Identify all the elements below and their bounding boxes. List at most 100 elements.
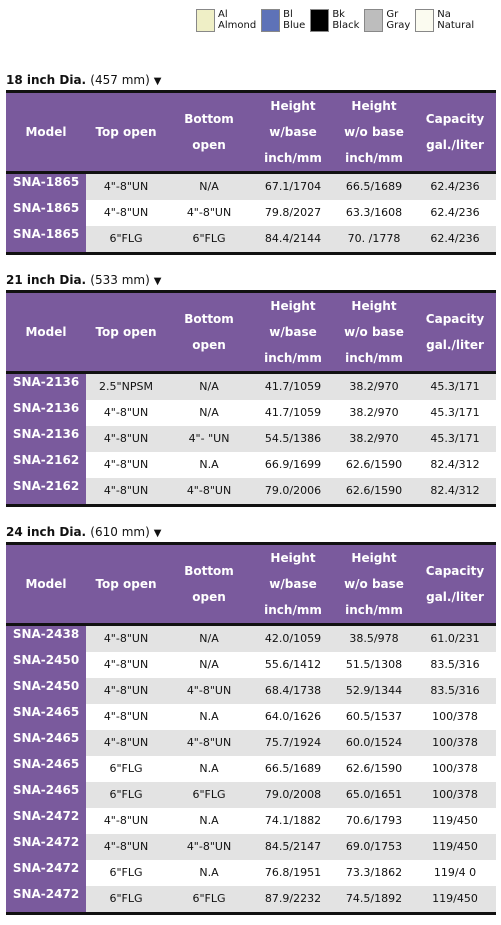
cell-capacity: 100/378 <box>432 762 478 775</box>
cell-model: SNA-2465 <box>6 756 86 782</box>
cell-bottom-open: 4"-8"UN <box>166 730 252 756</box>
table-row: SNA-2136 4"-8"UN 4"- "UN 54.5/1386 38.2/970 4… <box>6 426 496 452</box>
cell-top-open: 6"FLG <box>109 762 143 775</box>
header-bottom-open: Bottom open <box>166 90 252 174</box>
cell-height-without-base: 38.2/970 <box>334 426 414 452</box>
cell-height-with-base: 41.7/1059 <box>252 372 334 400</box>
cell-capacity: 119/450 <box>414 886 496 915</box>
cell-height-with-base: 75.7/1924 <box>252 730 334 756</box>
cell-capacity: 119/450 <box>432 814 478 827</box>
section-title: 21 inch Dia. (533 mm) ▼ <box>6 273 496 287</box>
legend-code: Bl <box>283 9 293 20</box>
table-row: SNA-2472 6"FLG 6"FLG 87.9/2232 74.5/1892 119/… <box>6 886 496 915</box>
cell-height-with-base: 79.8/2027 <box>264 206 322 219</box>
cell-bottom-open: 4"-8"UN <box>166 678 252 704</box>
cell-bottom-open: 4"-8"UN <box>186 206 232 219</box>
cell-model: SNA-2162 <box>6 478 86 507</box>
cell-bottom-open: N/A <box>199 406 219 419</box>
table-row: SNA-2472 6"FLG N.A 76.8/1951 73.3/1862 119/4 … <box>6 860 496 886</box>
cell-bottom-open: N/A <box>199 658 219 671</box>
cell-capacity: 62.4/236 <box>414 226 496 255</box>
header-height-with-base: Height w/base inch/mm <box>252 290 334 374</box>
cell-top-open: 4"-8"UN <box>86 730 166 756</box>
color-swatch <box>196 9 215 32</box>
cell-top-open: 4"-8"UN <box>103 814 149 827</box>
spec-table: Model Top open Bottom open Height w/base inch… <box>6 542 496 915</box>
cell-height-with-base: 64.0/1626 <box>264 710 322 723</box>
legend-item-black: Bk Black <box>310 9 359 32</box>
legend-name: Black <box>332 20 360 31</box>
cell-height-with-base: 79.0/2008 <box>252 782 334 808</box>
cell-bottom-open: 6"FLG <box>166 782 252 808</box>
cell-height-with-base: 74.1/1882 <box>264 814 322 827</box>
legend-name: Gray <box>386 20 411 31</box>
table-row: SNA-2450 4"-8"UN 4"-8"UN 68.4/1738 52.9/1344… <box>6 678 496 704</box>
diameter-mm: (533 mm) <box>90 273 150 287</box>
cell-model: SNA-2472 <box>6 808 86 834</box>
diameter-mm: (457 mm) <box>90 73 150 87</box>
triangle-down-icon: ▼ <box>153 528 162 539</box>
cell-capacity: 83.5/316 <box>430 658 480 671</box>
diameter-label: 21 inch Dia. <box>6 273 87 287</box>
table-header: Model Top open Bottom open Height w/base inch… <box>6 542 496 626</box>
table-row: SNA-2438 4"-8"UN N/A 42.0/1059 38.5/978 61.0/… <box>6 624 496 652</box>
legend-code: Bk <box>332 9 345 20</box>
cell-top-open: 6"FLG <box>86 226 166 255</box>
cell-height-with-base: 76.8/1951 <box>264 866 322 879</box>
header-model: Model <box>6 290 86 374</box>
legend-name: Almond <box>218 20 257 31</box>
section-21-inch: 21 inch Dia. (533 mm) ▼ Model Top open Botto… <box>6 273 496 507</box>
table-row: SNA-1865 6"FLG 6"FLG 84.4/2144 70. /1778 62.4… <box>6 226 496 255</box>
table-row: SNA-1865 4"-8"UN 4"-8"UN 79.8/2027 63.3/1608… <box>6 200 496 226</box>
table-row: SNA-2465 4"-8"UN 4"-8"UN 75.7/1924 60.0/1524… <box>6 730 496 756</box>
cell-height-without-base: 52.9/1344 <box>334 678 414 704</box>
cell-bottom-open: N.A <box>199 458 219 471</box>
table-row: SNA-1865 4"-8"UN N/A 67.1/1704 66.5/1689 62.4… <box>6 172 496 200</box>
cell-bottom-open: N/A <box>166 624 252 652</box>
table-row: SNA-2162 4"-8"UN N.A 66.9/1699 62.6/1590 82.4… <box>6 452 496 478</box>
cell-height-without-base: 62.6/1590 <box>334 478 414 507</box>
table-row: SNA-2465 4"-8"UN N.A 64.0/1626 60.5/1537 100/… <box>6 704 496 730</box>
cell-height-without-base: 70. /1778 <box>334 226 414 255</box>
table-row: SNA-2465 6"FLG N.A 66.5/1689 62.6/1590 100/37… <box>6 756 496 782</box>
cell-height-with-base: 66.9/1699 <box>264 458 322 471</box>
cell-height-without-base: 62.6/1590 <box>345 762 403 775</box>
cell-model: SNA-2465 <box>6 704 86 730</box>
header-height-without-base: Height w/o base inch/mm <box>334 290 414 374</box>
legend-item-almond: Al Almond <box>196 9 256 32</box>
cell-height-without-base: 69.0/1753 <box>334 834 414 860</box>
diameter-label: 24 inch Dia. <box>6 525 87 539</box>
cell-height-without-base: 38.2/970 <box>334 372 414 400</box>
cell-capacity: 45.3/171 <box>430 406 480 419</box>
cell-model: SNA-2450 <box>6 678 86 704</box>
cell-height-without-base: 60.0/1524 <box>334 730 414 756</box>
cell-top-open: 6"FLG <box>86 886 166 915</box>
header-bottom-open: Bottom open <box>166 290 252 374</box>
cell-bottom-open: 4"-8"UN <box>166 478 252 507</box>
cell-model: SNA-1865 <box>6 226 86 255</box>
cell-bottom-open: N.A <box>199 814 219 827</box>
header-height-without-base: Height w/o base inch/mm <box>334 90 414 174</box>
cell-height-with-base: 67.1/1704 <box>252 172 334 200</box>
cell-top-open: 4"-8"UN <box>86 426 166 452</box>
cell-capacity: 119/4 0 <box>433 866 477 879</box>
legend-code: Gr <box>386 9 399 20</box>
cell-capacity: 61.0/231 <box>414 624 496 652</box>
cell-height-with-base: 68.4/1738 <box>252 678 334 704</box>
cell-top-open: 6"FLG <box>109 866 143 879</box>
cell-capacity: 82.4/312 <box>430 458 480 471</box>
header-capacity: Capacity gal./liter <box>414 290 496 374</box>
cell-height-without-base: 70.6/1793 <box>345 814 403 827</box>
cell-top-open: 6"FLG <box>86 782 166 808</box>
cell-model: SNA-2162 <box>6 452 86 478</box>
table-row: SNA-2465 6"FLG 6"FLG 79.0/2008 65.0/1651 100/… <box>6 782 496 808</box>
cell-height-without-base: 60.5/1537 <box>345 710 403 723</box>
cell-height-without-base: 74.5/1892 <box>334 886 414 915</box>
header-top-open: Top open <box>86 542 166 626</box>
triangle-down-icon: ▼ <box>153 76 162 87</box>
cell-top-open: 4"-8"UN <box>103 710 149 723</box>
cell-model: SNA-1865 <box>6 200 86 226</box>
cell-top-open: 4"-8"UN <box>86 834 166 860</box>
cell-model: SNA-2472 <box>6 834 86 860</box>
cell-top-open: 4"-8"UN <box>86 478 166 507</box>
